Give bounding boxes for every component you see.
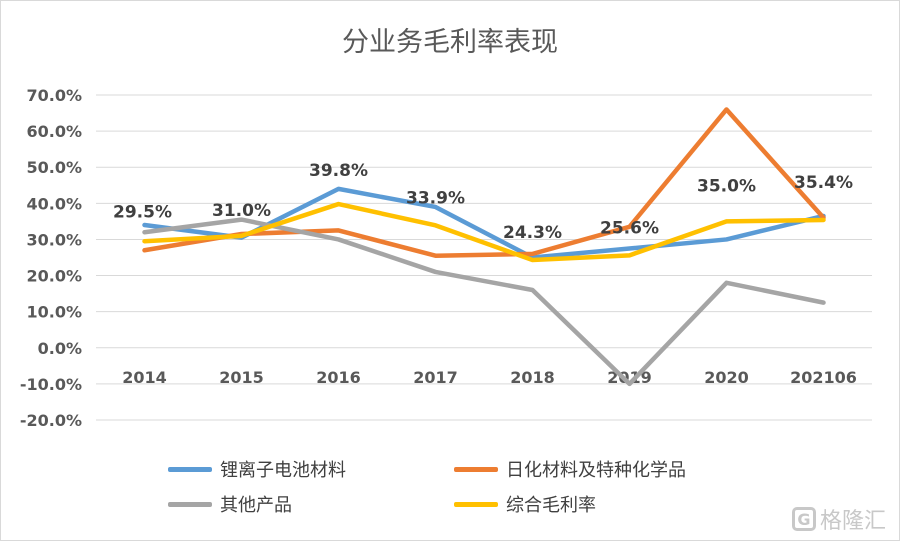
watermark: G 格隆汇 [791, 503, 886, 535]
y-tick-label: 10.0% [26, 303, 82, 322]
data-label: 35.0% [697, 176, 756, 196]
y-tick-label: 50.0% [26, 158, 82, 177]
y-tick-label: 40.0% [26, 194, 82, 213]
y-tick-label: -10.0% [20, 375, 82, 394]
data-label: 39.8% [309, 161, 368, 181]
x-tick-label: 2015 [219, 368, 264, 387]
y-tick-label: 30.0% [26, 230, 82, 249]
data-label: 29.5% [113, 202, 172, 222]
x-tick-label: 202106 [790, 368, 857, 387]
data-label: 33.9% [406, 188, 465, 208]
data-label: 35.4% [794, 173, 853, 193]
y-tick-label: 0.0% [38, 339, 82, 358]
series-line-4 [142, 201, 826, 263]
x-tick-label: 2014 [122, 368, 167, 387]
y-tick-label: -20.0% [20, 411, 82, 430]
watermark-text: 格隆汇 [819, 509, 886, 534]
y-tick-label: 20.0% [26, 267, 82, 286]
x-tick-label: 2020 [704, 368, 749, 387]
series-line-3 [142, 217, 826, 387]
data-label: 25.6% [600, 218, 659, 238]
data-label: 24.3% [503, 223, 562, 243]
y-tick-label: 70.0% [26, 86, 82, 105]
x-tick-label: 2017 [413, 368, 458, 387]
data-label: 31.0% [212, 201, 271, 221]
watermark-logo-icon: G [791, 507, 816, 531]
x-tick-label: 2018 [510, 368, 555, 387]
chart-title: 分业务毛利率表现 [342, 27, 558, 58]
x-tick-label: 2016 [316, 368, 361, 387]
series-line-2 [142, 107, 826, 258]
y-tick-label: 60.0% [26, 122, 82, 141]
